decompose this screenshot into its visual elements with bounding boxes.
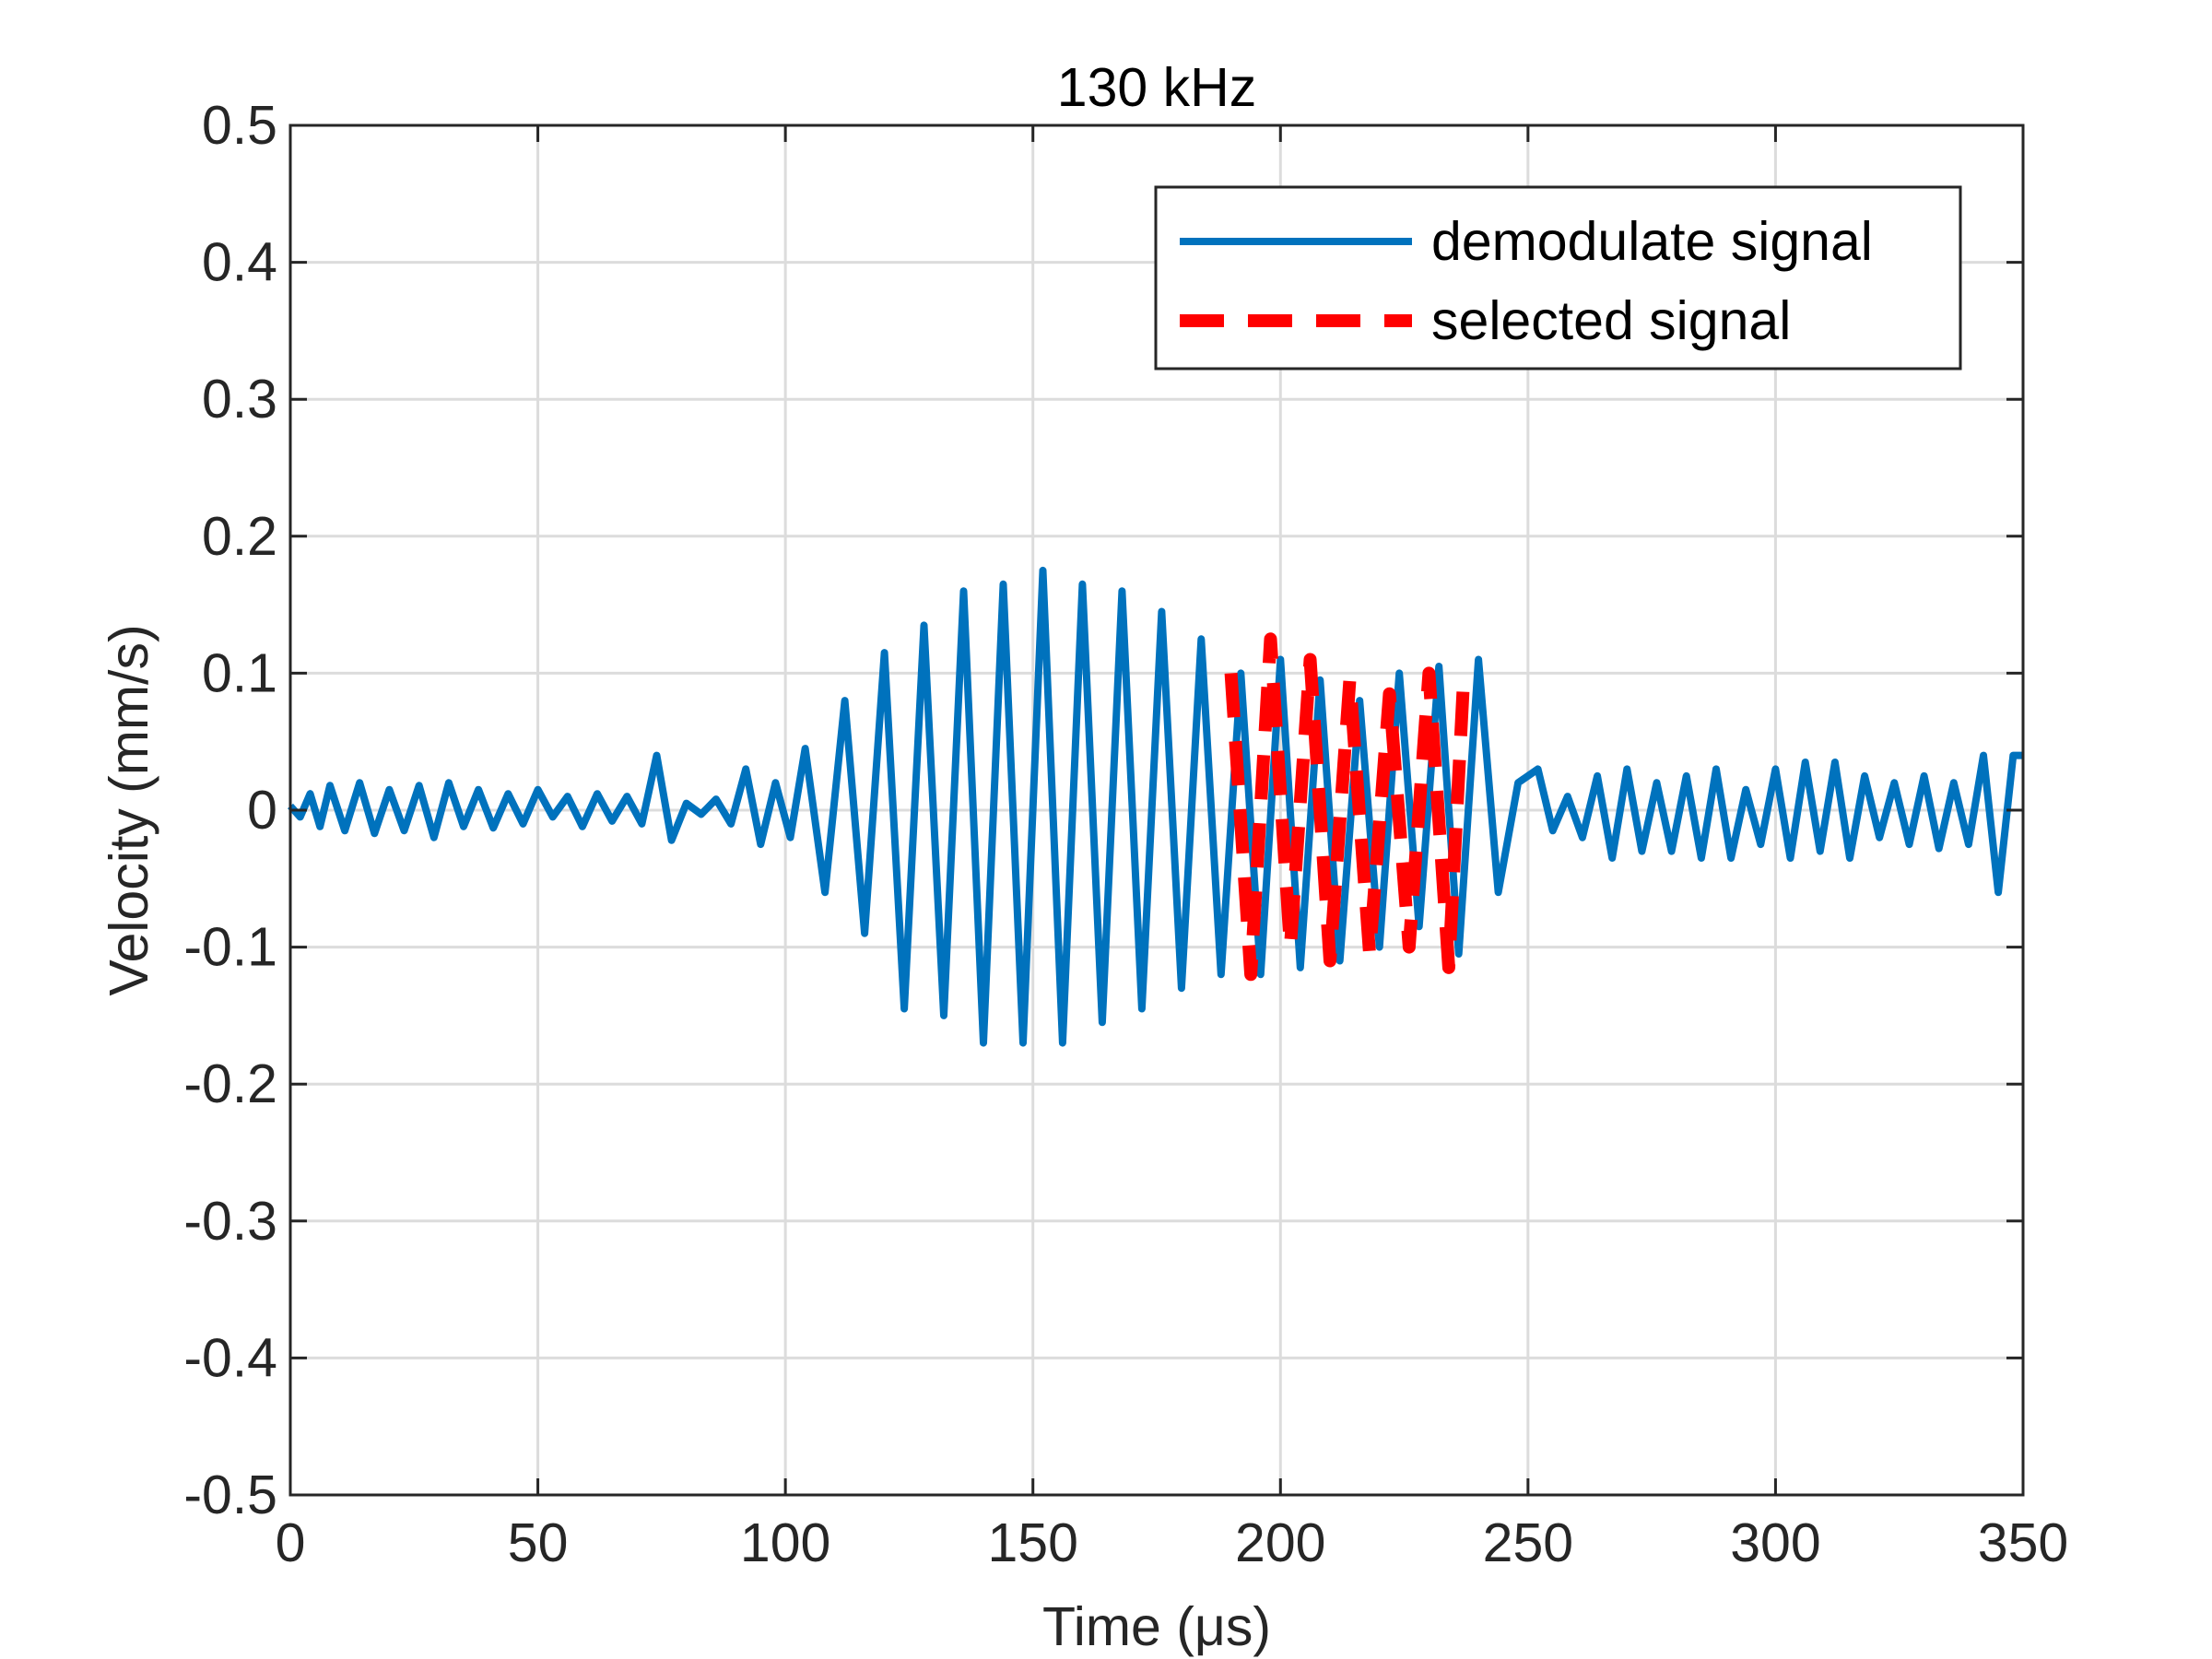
x-tick-label: 150 <box>987 1512 1077 1573</box>
y-tick-label: 0.1 <box>202 642 277 703</box>
x-tick-label: 100 <box>740 1512 830 1573</box>
y-tick-label: 0.4 <box>202 232 277 293</box>
series-layer <box>288 566 2023 1047</box>
y-tick-label: -0.2 <box>183 1053 277 1114</box>
x-tick-label: 200 <box>1235 1512 1325 1573</box>
x-tick-label: 250 <box>1483 1512 1573 1573</box>
y-tick-label: -0.3 <box>183 1191 277 1252</box>
x-tick-label: 300 <box>1730 1512 1820 1573</box>
y-tick-label: -0.4 <box>183 1327 277 1388</box>
legend-label-demodulate-signal: demodulate signal <box>1431 211 1873 272</box>
y-tick-label: 0 <box>247 780 277 841</box>
series-line-demodulate-signal <box>288 566 2023 1047</box>
y-tick-label: -0.1 <box>183 917 277 978</box>
legend: demodulate signal selected signal <box>1154 185 1962 371</box>
x-tick-label: 50 <box>508 1512 569 1573</box>
y-tick-label: 0.3 <box>202 369 277 429</box>
ticks: 0 50 100 150 200 250 300 3500.50.40.30.20.10-0.… <box>183 95 2068 1573</box>
y-tick-label: 0.2 <box>202 506 277 567</box>
y-tick-label: -0.5 <box>183 1465 277 1525</box>
legend-box <box>1154 185 1962 371</box>
x-tick-label: 350 <box>1978 1512 2068 1573</box>
legend-label-selected-signal: selected signal <box>1431 290 1791 351</box>
y-axis-title: Velocity (mm/s) <box>99 624 159 995</box>
x-tick-label: 0 <box>276 1512 306 1573</box>
x-axis-title: Time (μs) <box>1042 1596 1271 1657</box>
y-tick-label: 0.5 <box>202 95 277 156</box>
series-line-selected-signal <box>1224 632 1470 982</box>
chart-title: 130 kHz <box>1057 57 1256 118</box>
